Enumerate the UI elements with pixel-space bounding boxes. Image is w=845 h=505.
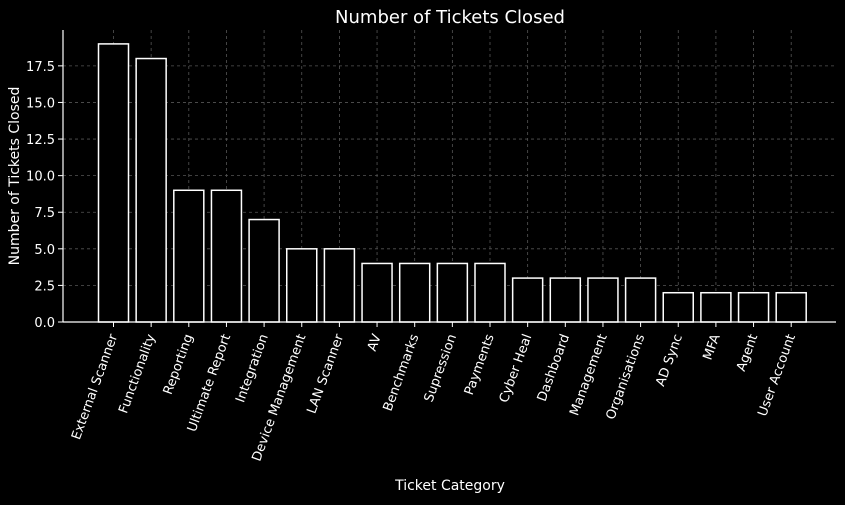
chart-title: Number of Tickets Closed	[335, 7, 565, 28]
x-tick-label: Supression	[422, 332, 460, 404]
x-tick-label: Payments	[462, 332, 498, 397]
x-tick-label: User Account	[755, 332, 799, 418]
x-tick-label: Integration	[233, 332, 272, 404]
x-tick-label: Dashboard	[535, 332, 573, 403]
bar	[511, 277, 544, 323]
y-tick-label: 17.5	[26, 60, 55, 75]
bar	[624, 277, 657, 323]
bar	[587, 277, 619, 323]
y-ticks: 0.0 2.5 5.0 7.5 10.0 12.5 15.0 17.5	[26, 60, 63, 331]
x-tick-label: Organisations	[604, 332, 649, 422]
y-tick-label: 2.5	[34, 279, 55, 294]
x-tick-label: MFA	[701, 332, 724, 362]
bar	[361, 262, 393, 323]
x-tick-label: Management	[567, 332, 610, 418]
y-tick-label: 10.0	[26, 170, 55, 185]
y-tick-label: 5.0	[34, 243, 55, 258]
bar	[286, 248, 318, 323]
y-tick-label: 0.0	[34, 316, 55, 331]
x-tick-label: Agent	[734, 332, 761, 373]
y-tick-label: 7.5	[34, 206, 55, 221]
x-tick-label: Cyber Heal	[497, 332, 536, 405]
bar	[135, 57, 167, 323]
y-tick-label: 12.5	[26, 133, 55, 148]
bar	[248, 218, 280, 323]
bar	[436, 262, 469, 323]
bar	[775, 291, 807, 323]
y-axis-title: Number of Tickets Closed	[7, 87, 23, 266]
bar	[474, 262, 506, 323]
y-tick-label: 15.0	[26, 96, 55, 111]
bar	[323, 248, 356, 323]
x-tick-label: External Scanner	[69, 332, 121, 442]
x-tick-label: AD Sync	[653, 332, 686, 388]
x-axis-title: Ticket Category	[394, 478, 505, 494]
bar	[210, 189, 243, 323]
x-tick-label: AV	[365, 332, 385, 353]
bar	[737, 291, 770, 323]
bar	[549, 277, 582, 323]
bars	[97, 43, 807, 323]
bar	[97, 43, 130, 323]
x-tick-label: LAN Scanner	[305, 332, 348, 416]
bar	[662, 291, 694, 323]
grid-lines	[63, 30, 836, 323]
bar	[398, 262, 431, 323]
bar	[173, 189, 205, 323]
x-tick-label: Functionality	[116, 332, 159, 416]
x-tick-label: Benchmarks	[381, 332, 423, 413]
bar	[700, 291, 732, 323]
x-tick-label: Reporting	[161, 332, 197, 397]
